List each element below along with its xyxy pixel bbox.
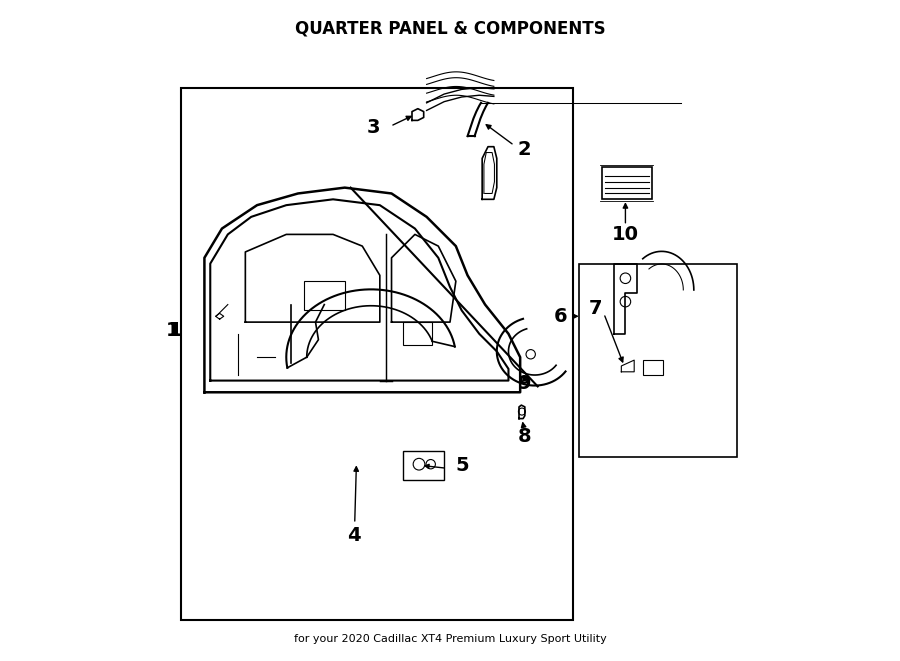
- Text: for your 2020 Cadillac XT4 Premium Luxury Sport Utility: for your 2020 Cadillac XT4 Premium Luxur…: [293, 635, 607, 644]
- Text: 5: 5: [455, 456, 470, 475]
- Text: 1: 1: [166, 321, 179, 340]
- Text: 10: 10: [612, 225, 639, 244]
- Text: 8: 8: [518, 426, 532, 446]
- Bar: [403, 322, 433, 346]
- Bar: [579, 264, 736, 457]
- Bar: [181, 88, 572, 620]
- Bar: [304, 281, 345, 311]
- Text: 3: 3: [366, 118, 380, 137]
- Text: 6: 6: [554, 307, 567, 326]
- Text: 2: 2: [518, 140, 531, 159]
- Text: QUARTER PANEL & COMPONENTS: QUARTER PANEL & COMPONENTS: [294, 20, 606, 38]
- Bar: [602, 167, 652, 200]
- Text: 1: 1: [168, 321, 182, 340]
- Bar: [643, 360, 663, 375]
- Text: 9: 9: [518, 374, 532, 393]
- Text: 4: 4: [346, 526, 360, 545]
- Text: 7: 7: [589, 299, 602, 318]
- Bar: [403, 451, 445, 480]
